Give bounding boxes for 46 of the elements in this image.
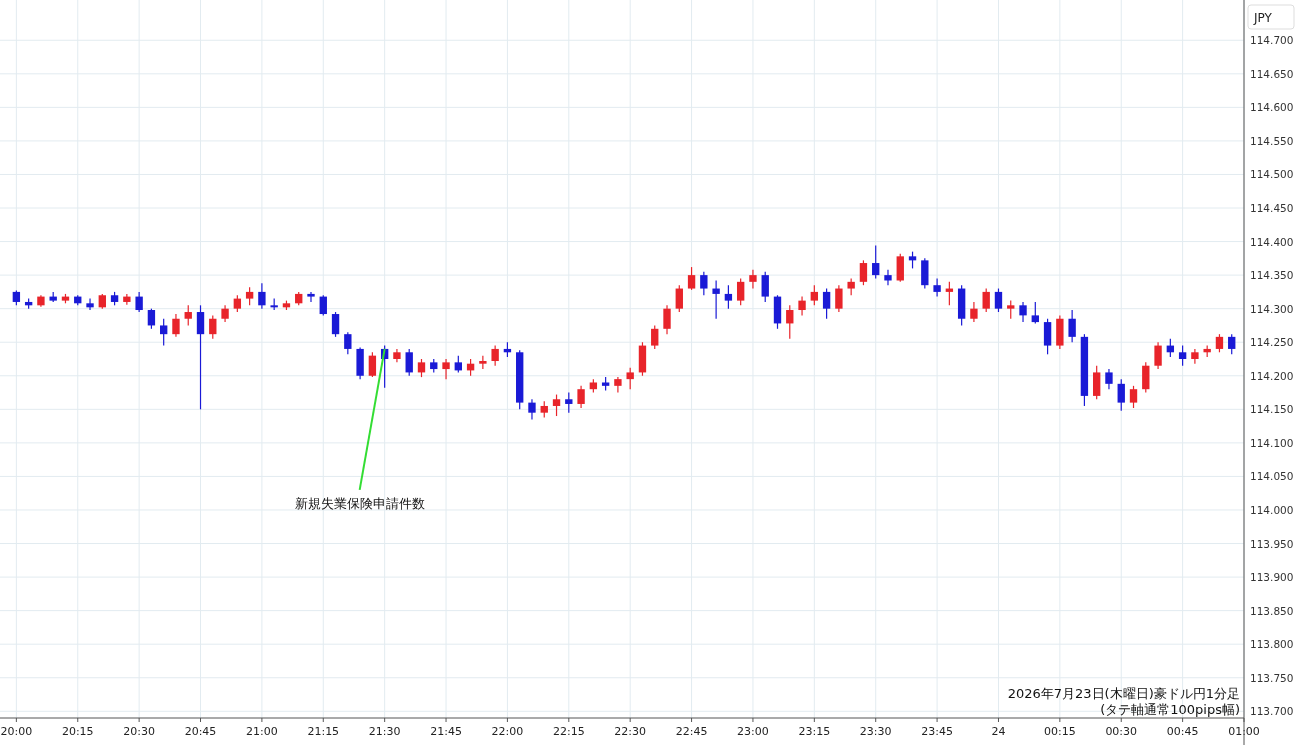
x-tick-label: 24 <box>991 725 1006 738</box>
x-tick-label: 23:00 <box>737 725 769 738</box>
x-tick-label: 00:45 <box>1166 725 1199 738</box>
x-tick-label: 21:45 <box>430 725 462 738</box>
y-tick-label: 114.600 <box>1250 101 1294 114</box>
x-tick-label: 23:30 <box>859 725 892 738</box>
y-tick-label: 114.700 <box>1250 34 1294 47</box>
x-tick-label: 21:15 <box>307 725 340 738</box>
y-tick-label: 114.400 <box>1250 235 1294 248</box>
y-tick-label: 113.900 <box>1250 571 1294 584</box>
x-tick-label: 23:15 <box>798 725 831 738</box>
y-tick-label: 113.850 <box>1250 604 1294 617</box>
y-tick-label: 113.700 <box>1250 705 1294 718</box>
x-tick-label: 20:30 <box>123 725 155 738</box>
y-tick-label: 114.300 <box>1250 302 1294 315</box>
x-tick-label: 20:15 <box>61 725 94 738</box>
x-tick-label: 20:45 <box>184 725 217 738</box>
x-tick-label: 20:00 <box>0 725 33 738</box>
y-tick-label: 114.200 <box>1250 369 1294 382</box>
y-tick-label: 114.650 <box>1250 67 1294 80</box>
annotation: (タテ軸通常100pips幅) <box>1100 702 1240 717</box>
annotation: 新規失業保険申請件数 <box>294 495 425 511</box>
y-tick-label: 114.350 <box>1250 269 1294 282</box>
x-tick-label: 00:30 <box>1105 725 1138 738</box>
y-tick-label: 114.550 <box>1250 134 1294 147</box>
x-tick-label: 22:00 <box>491 725 524 738</box>
annotation: 2026年7月23日(木曜日)豪ドル円1分足 <box>1007 686 1240 701</box>
y-axis-title: JPY <box>1253 11 1273 25</box>
y-tick-label: 114.500 <box>1250 168 1294 181</box>
x-tick-label: 22:45 <box>675 725 708 738</box>
y-tick-label: 114.050 <box>1250 470 1294 483</box>
y-tick-label: 114.250 <box>1250 336 1294 349</box>
x-tick-label: 22:15 <box>552 725 585 738</box>
y-tick-label: 114.000 <box>1250 503 1294 516</box>
x-tick-label: 01:00 <box>1228 725 1260 738</box>
x-tick-label: 23:45 <box>921 725 953 738</box>
x-tick-label: 00:15 <box>1044 725 1076 738</box>
x-tick-label: 22:30 <box>614 725 647 738</box>
y-tick-label: 113.750 <box>1250 671 1294 684</box>
y-tick-label: 114.450 <box>1250 202 1294 215</box>
y-tick-label: 114.150 <box>1250 403 1294 416</box>
x-tick-label: 21:00 <box>246 725 278 738</box>
y-tick-label: 113.950 <box>1250 537 1294 550</box>
y-tick-label: 113.800 <box>1250 638 1294 651</box>
x-tick-label: 21:30 <box>368 725 401 738</box>
y-tick-label: 114.100 <box>1250 436 1294 449</box>
